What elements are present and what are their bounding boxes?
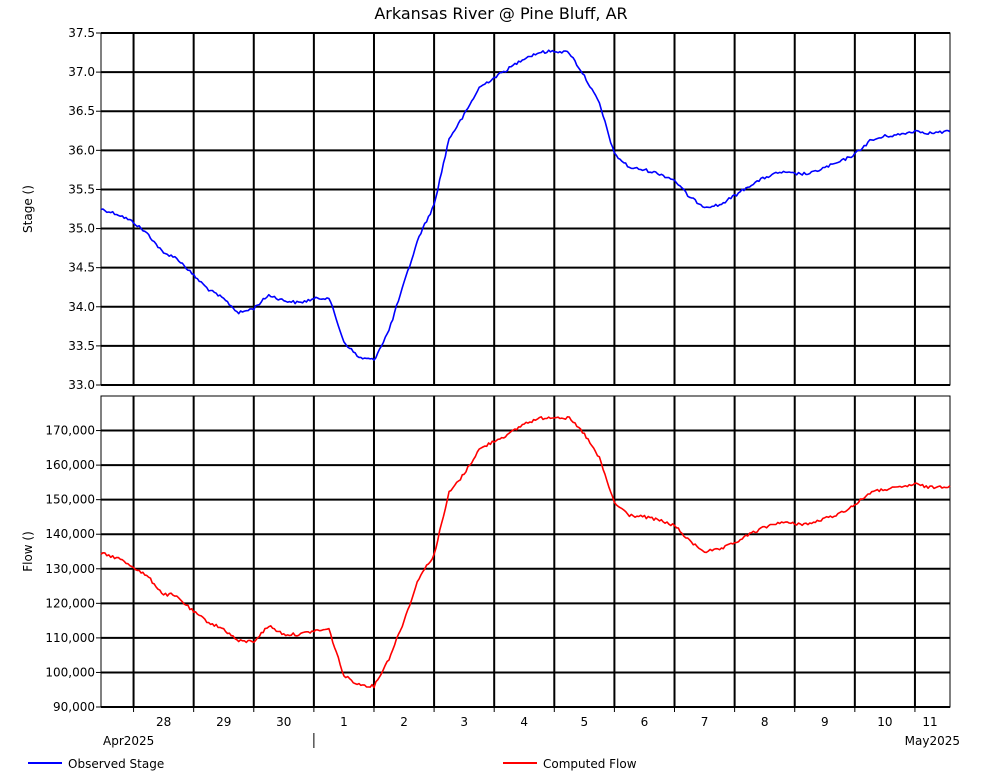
x-day-label: 2	[400, 715, 408, 729]
y-tick-label: 100,000	[45, 665, 95, 679]
chart-title: Arkansas River @ Pine Bluff, AR	[374, 4, 627, 23]
x-day-label: 1	[340, 715, 348, 729]
y-tick-label: 130,000	[45, 562, 95, 576]
y-tick-label: 37.0	[68, 65, 95, 79]
y-tick-label: 160,000	[45, 458, 95, 472]
x-axis: 28 29 30 1 2 3 4 5 6 7 8 9 10 11 Apr2025 May2025	[103, 707, 960, 748]
x-day-label: 7	[701, 715, 709, 729]
y-tick-label: 37.5	[68, 26, 95, 40]
plot-area	[101, 33, 950, 385]
x-day-label: 28	[156, 715, 171, 729]
y-tick-label: 33.5	[68, 339, 95, 353]
legend-label-stage: Observed Stage	[68, 757, 164, 771]
legend-label-flow: Computed Flow	[543, 757, 637, 771]
y-tick-label: 150,000	[45, 493, 95, 507]
y-tick-label: 35.5	[68, 182, 95, 196]
flow-panel: 90,000 100,000 110,000 120,000 130,000 140,00…	[21, 395, 951, 714]
legend: Observed Stage Computed Flow	[28, 757, 637, 771]
y-tick-label: 90,000	[53, 700, 95, 714]
x-day-label: 6	[641, 715, 649, 729]
y-tick-label: 34.0	[68, 300, 95, 314]
y-tick-label: 33.0	[68, 378, 95, 392]
observed-stage-line	[100, 49, 951, 361]
y-axis-title: Flow ()	[21, 531, 35, 572]
x-month-label: Apr2025	[103, 734, 154, 748]
y-tick-label: 110,000	[45, 631, 95, 645]
x-day-label: 8	[761, 715, 769, 729]
y-tick-label: 120,000	[45, 596, 95, 610]
y-axis-title: Stage ()	[21, 185, 35, 233]
x-day-label: 5	[581, 715, 589, 729]
x-day-label: 4	[520, 715, 528, 729]
plot-frame	[100, 395, 951, 708]
x-day-label: 3	[460, 715, 468, 729]
y-tick-label: 35.0	[68, 222, 95, 236]
x-day-label: 30	[276, 715, 291, 729]
x-day-label: 10	[877, 715, 892, 729]
y-tick-label: 140,000	[45, 527, 95, 541]
x-day-label: 29	[216, 715, 231, 729]
stage-panel: 33.0 33.5 34.0 34.5 35.0 35.5 36.0 36.5 37.0 37.5…	[21, 26, 951, 392]
x-month-label: May2025	[905, 734, 960, 748]
plot-area	[101, 396, 950, 707]
y-tick-label: 36.0	[68, 143, 95, 157]
x-day-label: 11	[922, 715, 937, 729]
x-day-label: 9	[821, 715, 829, 729]
y-tick-label: 170,000	[45, 424, 95, 438]
computed-flow-line	[100, 416, 951, 689]
y-tick-label: 34.5	[68, 261, 95, 275]
y-tick-label: 36.5	[68, 104, 95, 118]
